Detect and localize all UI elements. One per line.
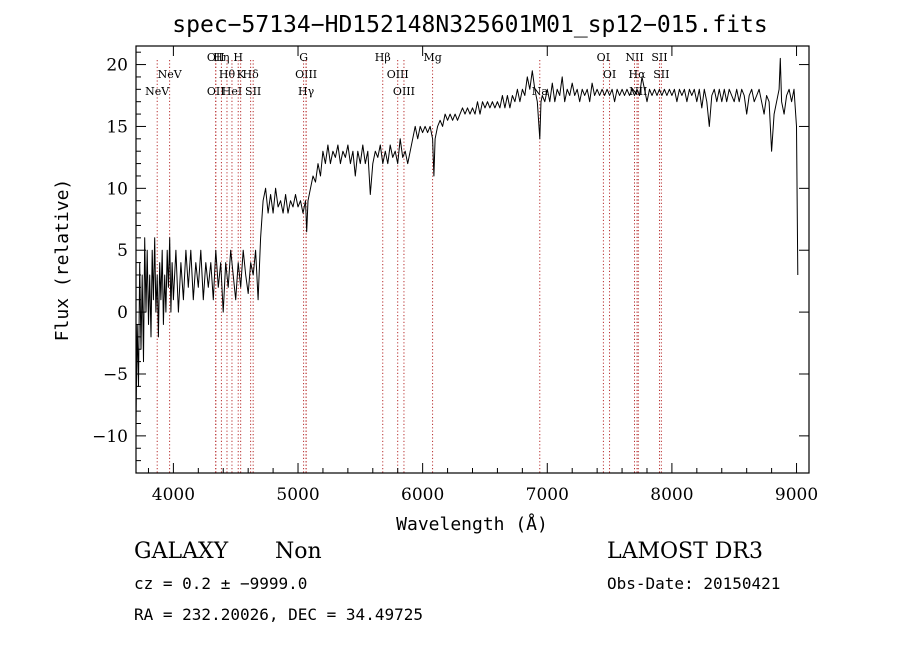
series-flux xyxy=(135,57,799,424)
line-label-1: NeV xyxy=(158,68,183,81)
y-tick-label-5: 15 xyxy=(106,117,128,137)
axis-ticks: 4000 5000 6000 7000 8000 9000 −10 −5 0 5 10 15 20 xyxy=(92,46,818,505)
observation-date: Obs-Date: 20150421 xyxy=(607,574,780,593)
redshift-line: cz = 0.2 ± −9999.0 xyxy=(134,574,307,593)
line-label-24: SII xyxy=(651,51,667,64)
line-label-25: SII xyxy=(653,68,669,81)
line-label-17: Mg xyxy=(423,51,441,64)
line-label-0: NeV xyxy=(145,85,170,98)
line-label-7: H xyxy=(233,51,243,64)
line-label-4: Hη xyxy=(213,51,229,64)
line-label-22: Hα xyxy=(628,68,646,81)
line-label-9: Hδ xyxy=(243,68,260,81)
x-tick-label-4: 8000 xyxy=(650,485,693,505)
x-axis-label: Wavelength (Å) xyxy=(396,513,548,535)
survey-name: LAMOST DR3 xyxy=(607,539,763,564)
y-tick-label-4: 10 xyxy=(106,179,128,199)
line-label-21: NII xyxy=(625,51,643,64)
y-tick-label-0: −10 xyxy=(92,427,128,447)
object-class: GALAXY xyxy=(134,539,229,564)
y-tick-label-1: −5 xyxy=(103,365,128,385)
line-label-8: K xyxy=(237,68,246,81)
emission-line-markers: NeVNeVOIIOIIHηHθHeIHKHδSIIGOIIIHγHβOIIIO… xyxy=(145,51,669,473)
line-label-6: HeI xyxy=(222,85,242,98)
line-label-10: SII xyxy=(245,85,261,98)
object-subclass: Non xyxy=(275,539,322,564)
line-label-16: OIII xyxy=(393,85,415,98)
spectrum-series xyxy=(135,57,799,424)
x-tick-label-0: 4000 xyxy=(152,485,195,505)
line-label-11: G xyxy=(299,51,308,64)
x-tick-label-5: 9000 xyxy=(775,485,818,505)
line-label-5: Hθ xyxy=(219,68,236,81)
chart-title: spec−57134−HD152148N325601M01_sp12−015.f… xyxy=(172,12,767,38)
x-tick-label-3: 7000 xyxy=(526,485,569,505)
line-label-13: Hγ xyxy=(298,85,315,98)
plot-frame xyxy=(135,45,810,474)
coordinates: RA = 232.20026, DEC = 34.49725 xyxy=(134,605,423,624)
y-tick-label-2: 0 xyxy=(117,303,128,323)
line-label-14: Hβ xyxy=(375,51,391,64)
y-tick-label-3: 5 xyxy=(117,241,128,261)
line-label-20: OI xyxy=(603,68,616,81)
y-tick-label-6: 20 xyxy=(106,56,128,76)
line-label-15: OIII xyxy=(387,68,409,81)
line-label-2: OII xyxy=(207,51,225,64)
line-label-3: OII xyxy=(207,85,225,98)
x-tick-label-2: 6000 xyxy=(401,485,444,505)
x-tick-label-1: 5000 xyxy=(276,485,319,505)
y-axis-label: Flux (relative) xyxy=(52,179,73,342)
line-label-19: OI xyxy=(597,51,610,64)
